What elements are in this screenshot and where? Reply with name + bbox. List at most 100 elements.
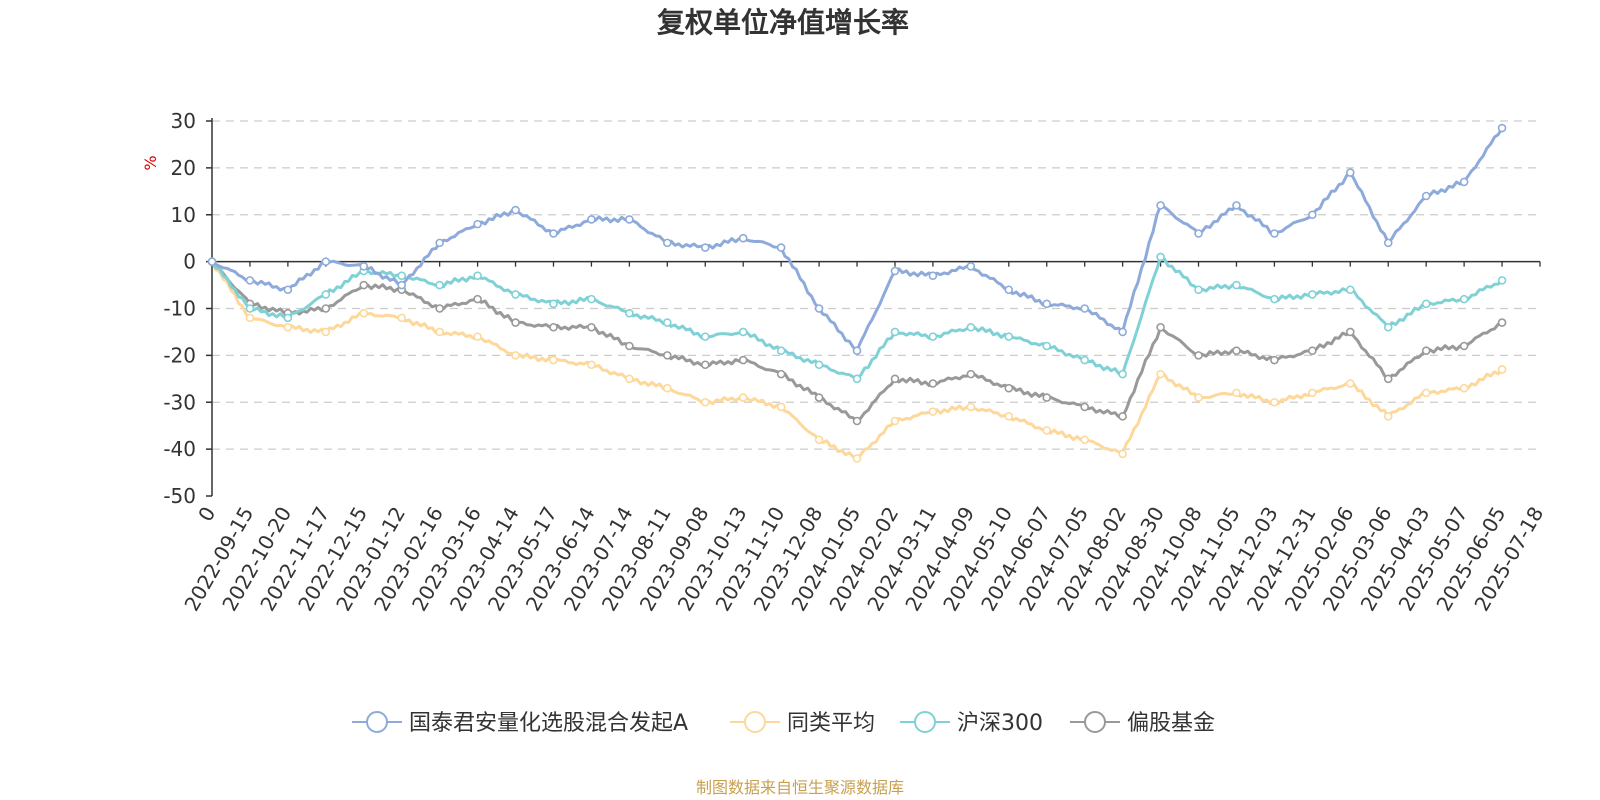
data-point[interactable] [1270,294,1279,304]
data-point[interactable] [549,299,558,309]
data-point[interactable] [890,374,900,384]
data-point[interactable] [928,379,938,388]
data-point[interactable] [1080,402,1089,412]
data-point[interactable] [966,262,976,271]
data-point[interactable] [852,416,862,426]
data-point[interactable] [1345,168,1355,177]
data-point[interactable] [1497,318,1507,327]
data-point[interactable] [283,322,293,332]
data-point[interactable] [321,304,331,313]
data-point[interactable] [1004,383,1014,393]
data-point[interactable] [207,257,217,266]
data-point[interactable] [1194,285,1203,295]
data-point[interactable] [1383,238,1393,248]
data-point[interactable] [1232,346,1241,355]
data-point[interactable] [1080,304,1089,313]
data-point[interactable] [663,351,672,360]
data-point[interactable] [1308,388,1317,398]
data-point[interactable] [1459,341,1469,351]
data-point[interactable] [1080,355,1089,365]
data-point[interactable] [700,332,710,341]
data-point[interactable] [1270,355,1279,365]
data-point[interactable] [549,229,558,238]
data-point[interactable] [625,308,634,318]
data-point[interactable] [966,402,976,412]
data-point[interactable] [1004,412,1014,421]
data-point[interactable] [625,341,634,351]
data-point[interactable] [245,304,255,313]
data-point[interactable] [1383,322,1393,332]
data-point[interactable] [1497,276,1507,285]
data-point[interactable] [1421,346,1431,355]
data-point[interactable] [359,308,369,318]
data-point[interactable] [1421,388,1431,398]
data-point[interactable] [1421,299,1431,309]
data-point[interactable] [587,360,596,370]
data-point[interactable] [435,327,444,337]
data-point[interactable] [814,360,824,370]
data-point[interactable] [1118,412,1127,421]
data-point[interactable] [1080,435,1089,445]
data-point[interactable] [1308,290,1317,299]
data-point[interactable] [511,290,520,299]
data-point[interactable] [1497,365,1507,374]
data-point[interactable] [738,327,748,337]
data-point[interactable] [1004,285,1014,295]
data-point[interactable] [928,407,938,416]
data-point[interactable] [700,360,710,370]
data-point[interactable] [663,383,672,393]
data-point[interactable] [1156,369,1165,379]
data-point[interactable] [1345,285,1355,295]
data-point[interactable] [359,280,369,290]
data-point[interactable] [549,355,558,365]
data-point[interactable] [511,318,520,327]
data-point[interactable] [435,280,444,290]
legend-item-0[interactable]: 国泰君安量化选股混合发起A [352,711,688,736]
data-point[interactable] [1004,332,1014,341]
data-point[interactable] [1156,252,1165,262]
data-point[interactable] [435,238,444,248]
data-point[interactable] [1232,201,1241,210]
data-point[interactable] [473,219,482,229]
data-point[interactable] [700,243,710,252]
data-point[interactable] [663,318,672,327]
data-point[interactable] [1156,322,1165,332]
data-point[interactable] [283,285,293,295]
data-point[interactable] [359,262,369,271]
data-point[interactable] [321,290,331,299]
legend[interactable]: 国泰君安量化选股混合发起A 同类平均 沪深300 偏股基金 [352,711,1215,736]
data-point[interactable] [1042,426,1052,435]
data-point[interactable] [1232,388,1241,398]
data-point[interactable] [738,355,748,365]
data-point[interactable] [1194,229,1203,238]
data-point[interactable] [1459,294,1469,304]
data-point[interactable] [776,402,786,412]
data-point[interactable] [1194,393,1203,402]
data-point[interactable] [928,271,938,280]
data-point[interactable] [473,294,482,304]
data-point[interactable] [966,322,976,332]
data-point[interactable] [1383,374,1393,384]
data-point[interactable] [1156,201,1165,210]
data-point[interactable] [1232,280,1241,290]
legend-item-2[interactable]: 沪深300 [900,711,1043,736]
data-point[interactable] [1042,299,1052,309]
data-point[interactable] [1118,449,1127,459]
data-point[interactable] [587,294,596,304]
data-point[interactable] [587,215,596,224]
data-point[interactable] [890,266,900,276]
data-point[interactable] [814,435,824,445]
data-point[interactable] [245,276,255,285]
data-point[interactable] [1194,351,1203,360]
data-point[interactable] [890,416,900,426]
data-point[interactable] [1042,341,1052,351]
data-point[interactable] [625,374,634,384]
data-point[interactable] [1421,191,1431,201]
data-point[interactable] [1345,327,1355,337]
data-point[interactable] [549,322,558,332]
legend-item-1[interactable]: 同类平均 [730,711,875,736]
data-point[interactable] [1459,177,1469,187]
data-point[interactable] [928,332,938,341]
data-point[interactable] [321,257,331,266]
data-point[interactable] [473,271,482,280]
